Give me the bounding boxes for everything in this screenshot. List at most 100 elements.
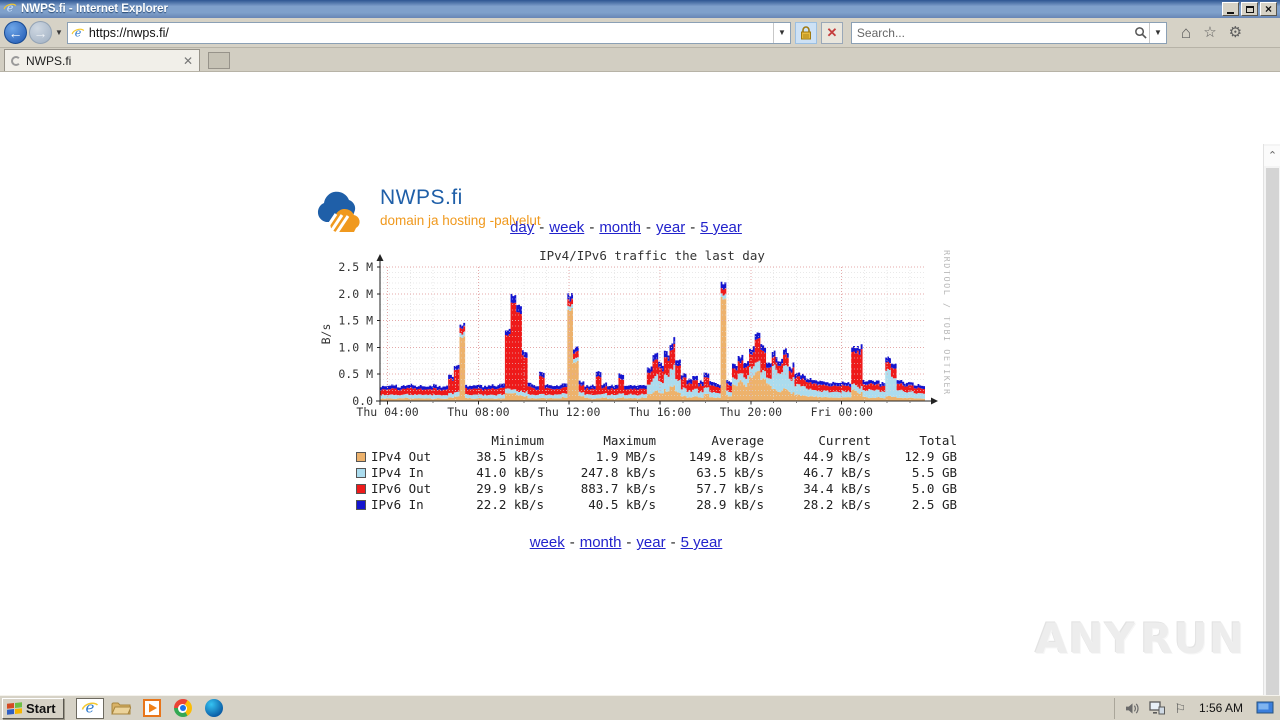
ipv6-in-swatch-icon: [356, 499, 366, 510]
page-favicon-ie-icon: e: [71, 26, 85, 40]
lock-icon: [800, 25, 811, 39]
window-title: NWPS.fi - Internet Explorer: [21, 3, 168, 15]
svg-text:2.5 M: 2.5 M: [338, 260, 373, 274]
vertical-scrollbar[interactable]: ⌃ ⌄: [1263, 144, 1280, 720]
anyrun-watermark: ANY RUN: [1035, 613, 1245, 663]
graph-axis-labels: 0.0 0.5 M 1.0 M 1.5 M 2.0 M 2.5 M Thu 04:00 Thu…: [338, 260, 873, 419]
browser-toolbar: ← → ▼ e ▼ ✕: [0, 18, 1280, 48]
svg-text:Fri 00:00: Fri 00:00: [811, 405, 873, 419]
windows-flag-icon: [7, 701, 22, 715]
stop-button[interactable]: ✕: [820, 21, 843, 44]
graph-areas: [380, 281, 925, 401]
taskbar-ie-button[interactable]: e: [75, 697, 104, 719]
taskbar-clock[interactable]: 1:56 AM: [1198, 701, 1243, 715]
traffic-graph: IPv4/IPv6 traffic the last day B/s 0.0 0.…: [318, 246, 951, 428]
svg-text:1.0 M: 1.0 M: [338, 340, 373, 354]
rrdtool-watermark: RRDTOOL / TOBI OETIKER: [941, 250, 950, 396]
svg-text:0.0: 0.0: [352, 394, 373, 408]
new-tab-button[interactable]: [208, 52, 230, 69]
volume-icon[interactable]: [1125, 702, 1140, 715]
edge-icon: [204, 699, 223, 717]
history-dropdown-icon[interactable]: ▼: [55, 28, 63, 37]
link-week-bottom[interactable]: week: [529, 534, 565, 551]
tab-title: NWPS.fi: [26, 53, 72, 68]
graph-ylabel: B/s: [319, 324, 333, 345]
search-dropdown-button[interactable]: ▼: [1148, 22, 1166, 43]
chrome-icon: [173, 699, 192, 717]
svg-text:Thu 20:00: Thu 20:00: [720, 405, 782, 419]
svg-text:Thu 12:00: Thu 12:00: [538, 405, 600, 419]
search-box[interactable]: ▼: [850, 21, 1167, 44]
taskbar-media-player-button[interactable]: [138, 698, 166, 719]
search-icon[interactable]: [1134, 26, 1147, 39]
svg-text:e: e: [85, 699, 94, 717]
svg-text:0.5 M: 0.5 M: [338, 367, 373, 381]
graph-axes: [376, 254, 938, 405]
media-player-icon: [142, 699, 161, 717]
legend-header-current: Current: [818, 433, 871, 448]
legend-row-label: IPv4 Out: [356, 449, 440, 464]
stop-x-icon: ✕: [826, 24, 838, 40]
link-year[interactable]: year: [656, 219, 686, 236]
address-dropdown-button[interactable]: ▼: [772, 22, 790, 43]
period-links-bottom: week - month - year -5 year: [529, 534, 723, 551]
settings-gear-icon[interactable]: ⚙: [1228, 24, 1243, 41]
tab-nwps[interactable]: NWPS.fi ✕: [4, 49, 200, 71]
taskbar-edge-button[interactable]: [200, 698, 228, 719]
restore-button[interactable]: [1241, 2, 1258, 16]
ipv6-out-swatch-icon: [356, 483, 366, 494]
scroll-up-icon[interactable]: ⌃: [1264, 146, 1280, 166]
svg-text:e: e: [7, 1, 14, 14]
tab-bar: NWPS.fi ✕: [0, 48, 1280, 72]
site-logo[interactable]: NWPS.fi domain ja hosting -palvelut: [312, 186, 541, 238]
tab-favicon-icon: [11, 55, 21, 66]
link-month[interactable]: month: [599, 219, 642, 236]
search-input[interactable]: [856, 25, 1132, 40]
tab-close-icon[interactable]: ✕: [182, 53, 193, 68]
action-center-flag-icon[interactable]: ⚐: [1174, 700, 1186, 716]
logo-subtitle: domain ja hosting -palvelut: [380, 213, 541, 228]
graph-legend: Minimum Maximum Average Current Total IP…: [356, 433, 957, 512]
show-desktop-icon[interactable]: [1256, 701, 1274, 716]
ie-logo-icon: e: [3, 1, 17, 18]
taskbar-chrome-button[interactable]: [169, 698, 197, 719]
scrollbar-thumb[interactable]: [1266, 168, 1279, 713]
svg-text:e: e: [75, 26, 82, 39]
svg-text:Thu 16:00: Thu 16:00: [629, 405, 691, 419]
home-icon[interactable]: ⌂: [1180, 23, 1192, 42]
graph-title: IPv4/IPv6 traffic the last day: [539, 248, 765, 263]
link-month-bottom[interactable]: month: [579, 534, 622, 551]
legend-header-average: Average: [711, 433, 764, 448]
start-button[interactable]: Start: [2, 697, 64, 719]
forward-button[interactable]: →: [29, 21, 52, 44]
svg-text:1.5 M: 1.5 M: [338, 314, 373, 328]
legend-header-total: Total: [919, 433, 957, 448]
minimize-button[interactable]: [1222, 2, 1239, 16]
folder-icon: [110, 702, 131, 715]
legend-row-label: IPv6 Out: [356, 481, 440, 496]
ipv4-out-swatch-icon: [356, 451, 366, 462]
network-icon[interactable]: [1149, 701, 1166, 715]
taskbar-explorer-button[interactable]: [107, 698, 135, 719]
legend-row-label: IPv4 In: [356, 465, 440, 480]
address-bar[interactable]: e ▼: [66, 21, 791, 44]
window-titlebar: e NWPS.fi - Internet Explorer ×: [0, 0, 1280, 18]
link-5year[interactable]: 5 year: [700, 219, 742, 236]
url-input[interactable]: [88, 25, 773, 40]
graph-grid: [380, 266, 925, 401]
legend-header-maximum: Maximum: [603, 433, 656, 448]
web-page: NWPS.fi domain ja hosting -palvelut day -…: [0, 72, 1280, 720]
close-button[interactable]: ×: [1260, 2, 1277, 16]
link-day[interactable]: day: [510, 219, 535, 236]
ie-icon: e: [81, 699, 98, 717]
link-week[interactable]: week: [549, 219, 585, 236]
back-button[interactable]: ←: [4, 21, 27, 44]
security-lock-button[interactable]: [794, 21, 817, 44]
favorites-star-icon[interactable]: ☆: [1203, 24, 1217, 41]
link-5year-bottom[interactable]: 5 year: [680, 534, 723, 551]
link-year-bottom[interactable]: year: [636, 534, 666, 551]
legend-header-minimum: Minimum: [491, 433, 544, 448]
system-tray: ⚐ 1:56 AM: [1114, 697, 1278, 719]
taskbar: Start e: [0, 695, 1280, 720]
logo-title: NWPS.fi: [380, 186, 463, 209]
